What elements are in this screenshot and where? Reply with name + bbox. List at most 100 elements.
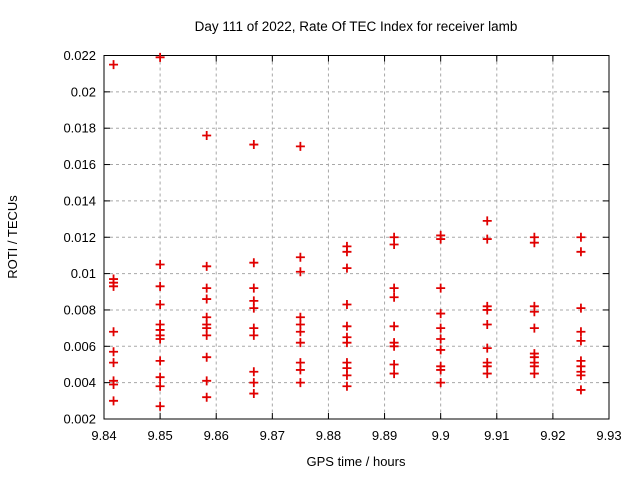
x-tick-label: 9.93	[596, 428, 621, 443]
y-tick-label: 0.006	[63, 339, 96, 354]
data-point-marker	[482, 369, 492, 379]
data-point-marker	[576, 303, 586, 313]
data-point-marker	[109, 327, 119, 337]
data-point-marker	[295, 327, 305, 337]
data-point-marker	[109, 60, 119, 70]
x-tick-label: 9.87	[260, 428, 285, 443]
x-tick-label: 9.92	[540, 428, 565, 443]
data-point-marker	[436, 334, 446, 344]
data-point-marker	[155, 299, 165, 309]
data-point-marker	[249, 258, 259, 268]
data-point-marker	[436, 365, 446, 375]
axis-ticks	[103, 55, 610, 420]
data-point-marker	[202, 283, 212, 293]
data-point-marker	[342, 321, 352, 331]
chart-title: Day 111 of 2022, Rate Of TEC Index for r…	[195, 19, 518, 34]
data-point-marker	[295, 365, 305, 375]
data-point-marker	[436, 378, 446, 388]
data-point-marker	[109, 379, 119, 389]
data-point-marker	[249, 283, 259, 293]
data-point-marker	[436, 323, 446, 333]
data-point-marker	[155, 334, 165, 344]
data-point-marker	[482, 343, 492, 353]
y-tick-label: 0.008	[63, 302, 96, 317]
y-tick-label: 0.022	[63, 48, 96, 63]
data-point-marker	[342, 299, 352, 309]
data-point-marker	[529, 238, 539, 248]
data-point-marker	[249, 330, 259, 340]
data-point-marker	[155, 260, 165, 270]
data-point-marker	[342, 370, 352, 380]
x-tick-label: 9.91	[484, 428, 509, 443]
x-tick-labels: 9.84 9.85 9.86 9.87 9.88 9.89 9.9 9.91 9.92 9.93	[91, 428, 621, 443]
data-point-marker	[342, 247, 352, 257]
data-point-marker	[436, 345, 446, 355]
y-tick-label: 0.016	[63, 157, 96, 172]
data-point-marker	[155, 52, 165, 62]
data-point-marker	[482, 305, 492, 315]
data-point-marker	[249, 378, 259, 388]
data-point-marker	[482, 216, 492, 226]
data-point-marker	[576, 247, 586, 257]
data-point-marker	[202, 294, 212, 304]
data-point-marker	[436, 234, 446, 244]
y-tick-label: 0.012	[63, 230, 96, 245]
y-axis-label: ROTI / TECUs	[5, 195, 20, 279]
data-point-marker	[202, 330, 212, 340]
data-point-marker	[109, 358, 119, 368]
x-tick-label: 9.9	[432, 428, 450, 443]
x-tick-label: 9.89	[372, 428, 397, 443]
y-tick-label: 0.004	[63, 375, 96, 390]
data-point-marker	[249, 389, 259, 399]
data-point-marker	[576, 370, 586, 380]
data-point-marker	[342, 263, 352, 273]
y-tick-label: 0.014	[63, 193, 96, 208]
x-axis-label: GPS time / hours	[307, 454, 406, 469]
data-point-marker	[295, 378, 305, 388]
data-point-marker	[249, 140, 259, 150]
data-point-marker	[529, 369, 539, 379]
data-point-marker	[155, 356, 165, 366]
x-tick-label: 9.84	[91, 428, 116, 443]
data-point-marker	[155, 381, 165, 391]
x-tick-label: 9.86	[204, 428, 229, 443]
data-point-marker	[202, 376, 212, 386]
data-point-marker	[389, 283, 399, 293]
data-point-marker	[389, 369, 399, 379]
x-tick-label: 9.88	[316, 428, 341, 443]
data-point-marker	[436, 283, 446, 293]
y-tick-label: 0.002	[63, 412, 96, 427]
data-point-marker	[109, 347, 119, 357]
data-point-marker	[249, 303, 259, 313]
data-point-marker	[155, 281, 165, 291]
data-point-marker	[482, 319, 492, 329]
data-point-marker	[295, 267, 305, 277]
data-point-marker	[529, 307, 539, 317]
data-point-marker	[155, 372, 165, 382]
data-point-marker	[295, 141, 305, 151]
data-point-marker	[342, 338, 352, 348]
data-point-marker	[436, 309, 446, 319]
data-point-marker	[389, 341, 399, 351]
data-point-marker	[389, 292, 399, 302]
data-point-marker	[576, 327, 586, 337]
y-tick-label: 0.018	[63, 121, 96, 136]
data-point-marker	[576, 336, 586, 346]
data-point-marker	[576, 385, 586, 395]
data-point-marker	[202, 352, 212, 362]
data-point-marker	[389, 359, 399, 369]
data-point-marker	[155, 401, 165, 411]
data-point-marker	[109, 281, 119, 291]
data-point-marker	[482, 234, 492, 244]
data-point-marker	[389, 321, 399, 331]
data-point-marker	[295, 338, 305, 348]
y-tick-labels: 0.002 0.004 0.006 0.008 0.01 0.012 0.014 0.016 0…	[63, 48, 96, 427]
data-point-marker	[389, 240, 399, 250]
data-point-marker	[202, 130, 212, 140]
data-point-marker	[529, 323, 539, 333]
data-points	[109, 52, 586, 411]
data-point-marker	[295, 252, 305, 262]
y-tick-label: 0.02	[71, 84, 96, 99]
data-point-marker	[249, 367, 259, 377]
